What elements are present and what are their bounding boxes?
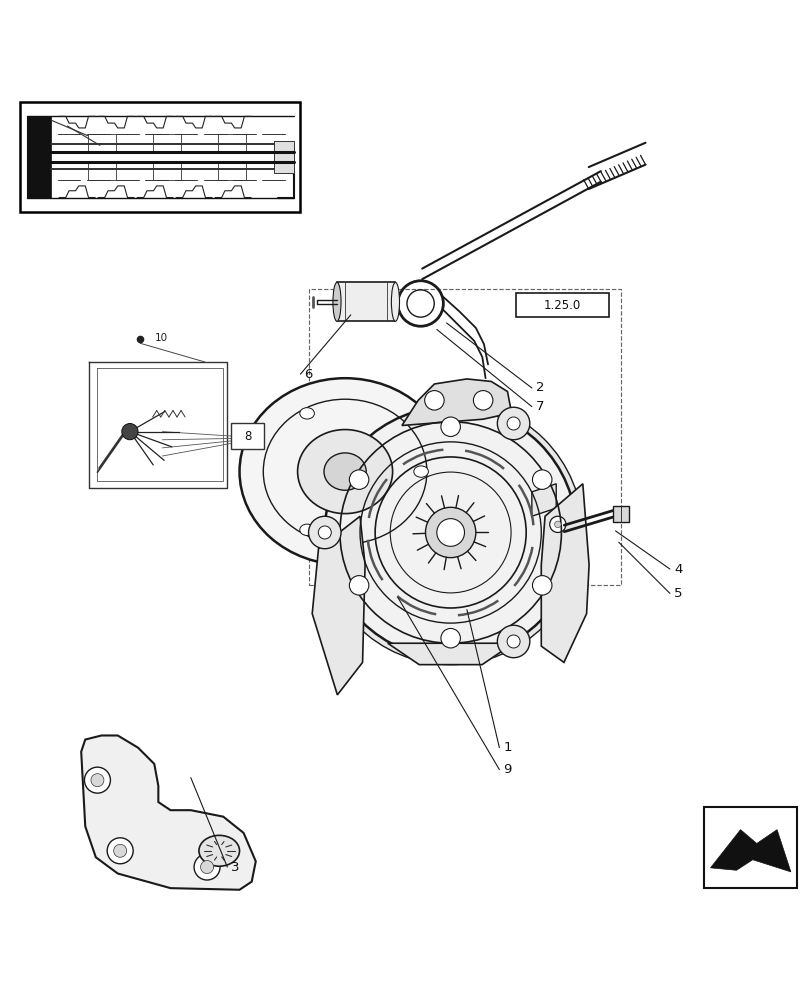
Bar	[20, 102, 300, 212]
Text: 1.25.0: 1.25.0	[543, 299, 580, 312]
Bar	[273, 141, 294, 173]
Circle shape	[496, 625, 530, 658]
Ellipse shape	[299, 524, 314, 535]
Text: 6: 6	[304, 368, 312, 381]
Circle shape	[496, 407, 530, 440]
Text: 7: 7	[535, 400, 543, 413]
Bar	[231, 423, 264, 449]
Text: 3: 3	[231, 861, 239, 874]
Circle shape	[91, 774, 104, 787]
Text: 4: 4	[673, 563, 681, 576]
Circle shape	[308, 516, 341, 549]
Bar	[515, 293, 608, 317]
Circle shape	[506, 417, 519, 430]
Circle shape	[436, 519, 464, 546]
Circle shape	[554, 521, 560, 528]
Text: 10: 10	[155, 333, 168, 343]
Polygon shape	[388, 643, 513, 665]
Circle shape	[549, 516, 565, 532]
Bar	[152, 134, 181, 151]
Bar	[703, 807, 796, 888]
Polygon shape	[81, 735, 255, 890]
Bar	[217, 163, 246, 180]
Circle shape	[318, 400, 582, 665]
Text: 9: 9	[503, 763, 511, 776]
Text: 5: 5	[673, 587, 681, 600]
Circle shape	[122, 424, 138, 440]
Polygon shape	[541, 484, 589, 662]
Bar	[217, 134, 246, 151]
Circle shape	[424, 391, 444, 410]
Bar	[88, 134, 116, 151]
Circle shape	[200, 861, 213, 874]
Bar	[27, 116, 51, 198]
Circle shape	[473, 391, 492, 410]
Circle shape	[114, 844, 127, 857]
Bar	[152, 163, 181, 180]
Circle shape	[84, 767, 110, 793]
Polygon shape	[710, 830, 790, 872]
Circle shape	[107, 838, 133, 864]
Ellipse shape	[299, 408, 314, 419]
Text: 8: 8	[243, 430, 251, 443]
Text: 2: 2	[535, 381, 543, 394]
Polygon shape	[531, 484, 556, 516]
Circle shape	[349, 576, 368, 595]
Circle shape	[318, 526, 331, 539]
Ellipse shape	[414, 466, 428, 477]
Ellipse shape	[324, 453, 366, 490]
Ellipse shape	[333, 282, 341, 321]
Circle shape	[532, 470, 551, 489]
Ellipse shape	[239, 378, 450, 565]
Circle shape	[440, 628, 460, 648]
Ellipse shape	[297, 430, 393, 514]
Circle shape	[532, 576, 551, 595]
Polygon shape	[311, 516, 365, 695]
Bar	[88, 163, 116, 180]
Circle shape	[349, 470, 368, 489]
Circle shape	[440, 417, 460, 437]
Circle shape	[194, 854, 220, 880]
Ellipse shape	[391, 282, 399, 321]
Circle shape	[324, 407, 576, 658]
Bar	[337, 282, 395, 321]
Text: 1: 1	[503, 741, 511, 754]
Circle shape	[425, 507, 475, 558]
Bar	[612, 506, 629, 522]
Polygon shape	[401, 379, 511, 425]
Ellipse shape	[199, 835, 239, 866]
Circle shape	[506, 635, 519, 648]
